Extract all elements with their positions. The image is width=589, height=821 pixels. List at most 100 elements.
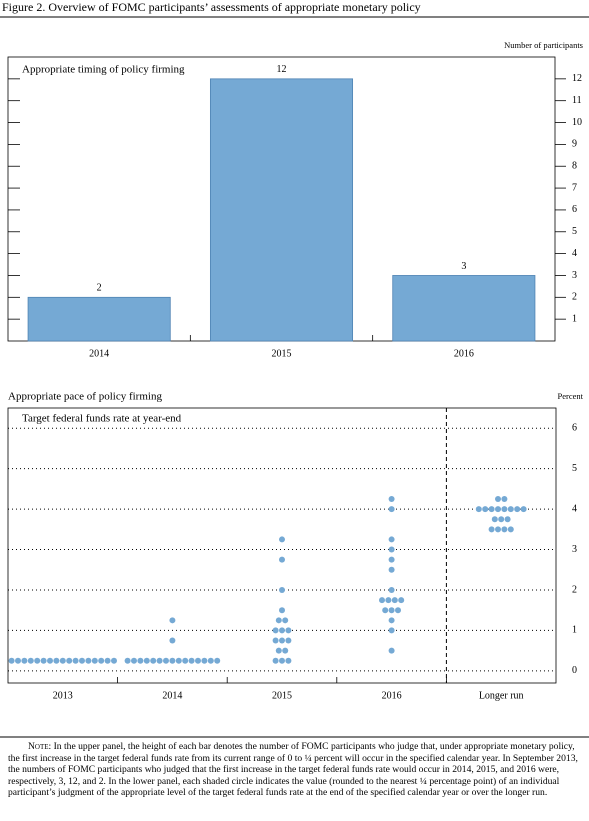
x-tick-label: 2013 (53, 690, 73, 701)
dot (391, 597, 398, 604)
dot (66, 657, 73, 664)
dot (279, 556, 285, 563)
dot (8, 657, 15, 664)
dot (514, 506, 521, 513)
dot (388, 566, 395, 573)
dot (163, 657, 169, 664)
note-label: Note: (28, 741, 52, 752)
y-tick-label: 4 (572, 248, 577, 259)
y-tick-label: 1 (572, 625, 577, 636)
dot (137, 657, 144, 664)
dot (285, 627, 292, 634)
dot (279, 586, 285, 593)
dot (279, 627, 285, 634)
dot (475, 506, 482, 513)
dot (388, 506, 395, 513)
dot (214, 657, 221, 664)
dot (385, 597, 392, 604)
plot-frame (7, 407, 557, 684)
dot (388, 546, 395, 553)
dot (188, 657, 195, 664)
dot (501, 506, 508, 513)
dot (59, 657, 66, 664)
x-tick-label: 2016 (454, 348, 474, 359)
dot (495, 526, 501, 533)
dot (520, 506, 527, 513)
dot (379, 597, 385, 604)
dot (169, 637, 176, 644)
dot (285, 637, 292, 644)
dot (488, 506, 495, 513)
dot (388, 495, 395, 502)
dot (79, 657, 85, 664)
dot (34, 657, 41, 664)
dot (507, 506, 514, 513)
y-tick-label: 5 (572, 463, 577, 474)
dot (491, 516, 498, 523)
y-tick-label: 4 (572, 503, 577, 514)
dot (501, 526, 508, 533)
dot (156, 657, 163, 664)
dot (275, 647, 282, 654)
dot (53, 657, 60, 664)
y-tick-label: 9 (572, 139, 577, 150)
dot (498, 516, 505, 523)
bar-label: 2 (97, 283, 102, 294)
panel-subtitle: Target federal funds rate at year-end (22, 413, 182, 425)
dot (207, 657, 214, 664)
dot (98, 657, 105, 664)
dot (279, 637, 285, 644)
dot (388, 536, 395, 543)
y-axis-label: Percent (558, 391, 584, 401)
dot (495, 495, 501, 502)
dot (275, 617, 282, 624)
dot (279, 607, 285, 614)
x-tick-label: 2015 (272, 348, 292, 359)
panel-title: Appropriate pace of policy firming (8, 391, 162, 403)
y-tick-label: 6 (572, 423, 577, 434)
dot (388, 617, 395, 624)
y-tick-label: 0 (572, 665, 577, 676)
bar (392, 275, 536, 342)
dot (182, 657, 189, 664)
bar (209, 78, 354, 342)
y-tick-label: 5 (572, 226, 577, 237)
dot (104, 657, 111, 664)
dot (382, 607, 389, 614)
x-tick-label: 2014 (89, 348, 109, 359)
dot (40, 657, 47, 664)
dot (495, 506, 501, 513)
dot (111, 657, 117, 664)
dot (501, 495, 508, 502)
dot (507, 526, 514, 533)
dot (201, 657, 208, 664)
dot (27, 657, 34, 664)
y-tick-label: 10 (572, 117, 582, 128)
dot (388, 586, 395, 593)
figure: Figure 2. Overview of FOMC participants’… (0, 0, 589, 738)
dot (195, 657, 201, 664)
dot (398, 597, 405, 604)
dot (488, 526, 495, 533)
y-tick-label: 11 (572, 95, 582, 106)
y-tick-label: 2 (572, 292, 577, 303)
dot (175, 657, 182, 664)
dot (388, 556, 395, 563)
x-tick-label: 2016 (382, 690, 402, 701)
dot (395, 607, 401, 614)
dot (47, 657, 53, 664)
dot (85, 657, 92, 664)
dot (169, 657, 176, 664)
dot (388, 647, 395, 654)
bar-label: 3 (461, 261, 466, 272)
dot (169, 617, 176, 624)
panel-title: Appropriate timing of policy firming (22, 64, 185, 76)
dot (282, 617, 289, 624)
dot (15, 657, 21, 664)
dot (285, 657, 292, 664)
dot (482, 506, 489, 513)
y-tick-label: 8 (572, 161, 577, 172)
dot (72, 657, 79, 664)
x-tick-label: 2015 (272, 690, 292, 701)
